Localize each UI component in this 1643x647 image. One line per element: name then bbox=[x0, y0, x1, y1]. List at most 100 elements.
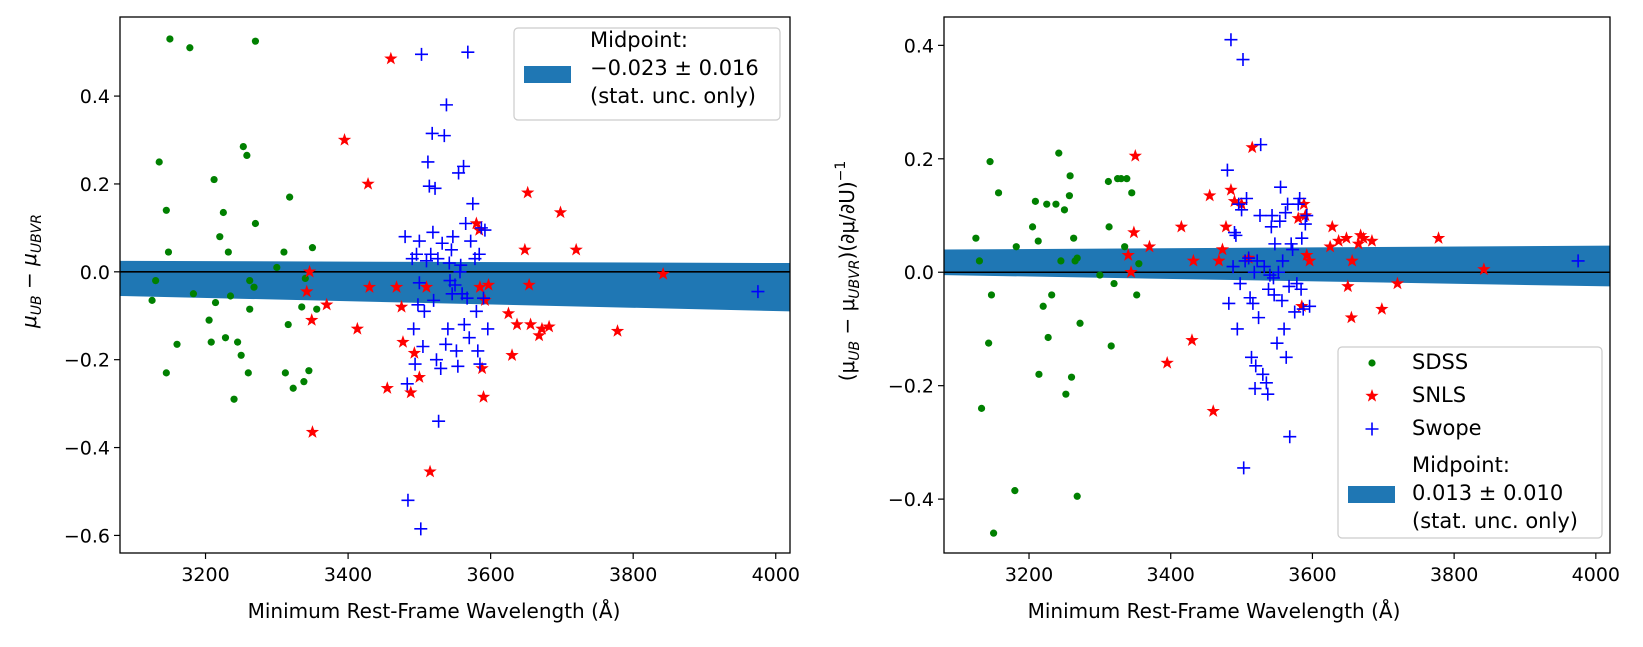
swope-point bbox=[401, 493, 415, 507]
sdss-point bbox=[219, 208, 227, 217]
right-midpoint-band bbox=[944, 245, 1610, 287]
swope-point bbox=[429, 353, 443, 367]
snls-point bbox=[1300, 248, 1314, 261]
swope-point bbox=[471, 344, 485, 358]
swope-point bbox=[448, 278, 462, 292]
snls-point bbox=[1203, 188, 1217, 202]
left-series-sdss bbox=[148, 35, 321, 403]
snls-point bbox=[656, 267, 670, 280]
snls-point bbox=[542, 319, 556, 333]
swope-point bbox=[1253, 209, 1267, 223]
swope-point bbox=[1259, 376, 1273, 390]
right-y-tick-label: 0.0 bbox=[904, 262, 934, 284]
snls-point bbox=[521, 185, 535, 199]
sdss-point bbox=[211, 298, 220, 307]
sdss-point bbox=[1117, 175, 1125, 183]
snls-point bbox=[362, 280, 377, 293]
sdss-point bbox=[1044, 333, 1052, 342]
swope-point bbox=[1235, 203, 1249, 217]
swope-point bbox=[421, 155, 435, 169]
swope-point bbox=[1283, 430, 1297, 444]
swope-point bbox=[1268, 237, 1282, 251]
left-x-axis-title: Minimum Rest-Frame Wavelength (Å) bbox=[248, 599, 621, 623]
sdss-point bbox=[1011, 487, 1019, 495]
swope-point bbox=[460, 291, 474, 305]
snls-point bbox=[423, 464, 437, 478]
swope-point bbox=[466, 197, 480, 211]
left-axes-frame bbox=[119, 16, 791, 554]
swope-point bbox=[431, 252, 445, 266]
sdss-point bbox=[1039, 302, 1047, 310]
swope-point bbox=[1270, 336, 1284, 350]
swope-point bbox=[1222, 296, 1236, 310]
swope-point bbox=[400, 377, 414, 391]
swope-point bbox=[452, 166, 466, 180]
snls-point bbox=[337, 133, 352, 146]
snls-point bbox=[302, 264, 317, 278]
sdss-point bbox=[155, 158, 163, 166]
sdss-point bbox=[305, 367, 313, 375]
sdss-point bbox=[972, 234, 980, 242]
sdss-point bbox=[221, 334, 230, 342]
sdss-point bbox=[1104, 177, 1112, 186]
snls-point bbox=[553, 205, 568, 219]
sdss-point bbox=[1031, 197, 1039, 205]
right-y-axis-title-sub1: UB bbox=[847, 341, 863, 361]
swope-point bbox=[416, 340, 430, 354]
sdss-point bbox=[166, 35, 174, 43]
right-y-axis-title-minus: − μ bbox=[835, 298, 859, 340]
right-legend-box bbox=[1337, 346, 1603, 539]
swope-point bbox=[439, 337, 453, 351]
snls-point bbox=[361, 176, 375, 190]
sdss-point bbox=[987, 291, 996, 299]
swope-point bbox=[461, 45, 475, 59]
sdss-point bbox=[186, 44, 194, 52]
swope-point bbox=[442, 256, 456, 270]
swope-point bbox=[428, 181, 442, 195]
snls-point bbox=[1142, 239, 1157, 253]
swope-point bbox=[412, 276, 426, 290]
right-data-layer bbox=[944, 33, 1610, 537]
swope-point bbox=[427, 293, 441, 307]
swope-point bbox=[1275, 294, 1289, 308]
sdss-point bbox=[986, 158, 994, 166]
left-y-axis-title-sub2: UBVR bbox=[29, 214, 45, 253]
swope-point bbox=[426, 225, 440, 239]
swope-point bbox=[1262, 282, 1275, 296]
right-legend-snls-marker bbox=[1365, 389, 1379, 402]
swope-point bbox=[1226, 260, 1240, 274]
swope-point bbox=[1298, 217, 1312, 231]
snls-point bbox=[404, 385, 418, 399]
left-data-layer bbox=[120, 35, 790, 536]
snls-point bbox=[1351, 236, 1366, 250]
swope-point bbox=[407, 322, 421, 336]
swope-point bbox=[408, 357, 422, 371]
snls-point bbox=[350, 321, 365, 335]
right-y-tick-label: 0.2 bbox=[904, 149, 934, 171]
snls-point bbox=[1345, 253, 1359, 267]
right-x-tick-label: 3800 bbox=[1430, 564, 1478, 586]
snls-point bbox=[469, 216, 484, 230]
snls-point bbox=[1477, 262, 1491, 276]
swope-point bbox=[411, 298, 425, 312]
swope-point bbox=[451, 359, 465, 373]
sdss-point bbox=[301, 274, 309, 283]
snls-point bbox=[1341, 279, 1355, 293]
swope-point bbox=[410, 247, 424, 261]
snls-point bbox=[300, 284, 314, 298]
left-y-axis-title-mu: μ bbox=[17, 315, 41, 329]
sdss-point bbox=[1073, 254, 1081, 262]
swope-point bbox=[477, 291, 491, 305]
sdss-point bbox=[243, 151, 251, 159]
right-legend-label: SDSS bbox=[1412, 350, 1468, 374]
snls-point bbox=[1353, 228, 1368, 242]
snls-point bbox=[1215, 242, 1230, 256]
snls-point bbox=[1291, 211, 1305, 225]
snls-point bbox=[384, 51, 398, 65]
left-y-axis-title-mu2: μ bbox=[17, 253, 41, 267]
snls-point bbox=[522, 278, 536, 291]
left-y-tick-label: −0.4 bbox=[64, 438, 110, 460]
sdss-point bbox=[234, 338, 242, 346]
sdss-point bbox=[173, 340, 181, 348]
